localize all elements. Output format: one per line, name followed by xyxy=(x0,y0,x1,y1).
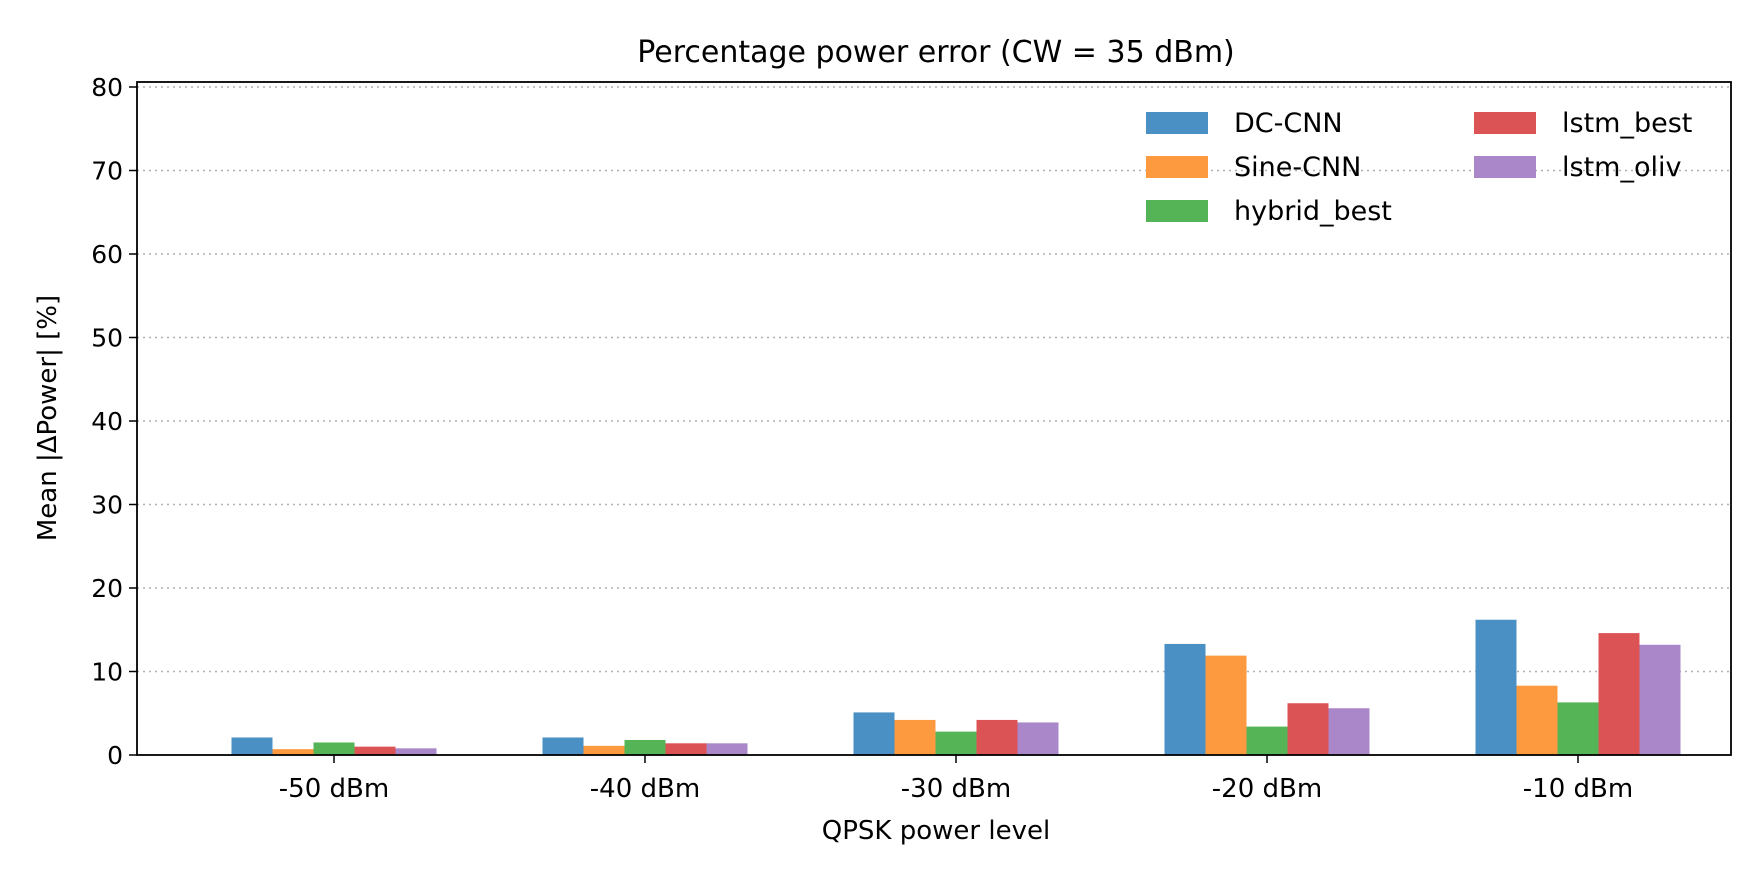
bar xyxy=(1598,633,1640,755)
bars xyxy=(231,619,1681,755)
bar xyxy=(665,743,707,755)
legend-swatch xyxy=(1146,200,1208,222)
legend-label: DC-CNN xyxy=(1234,108,1343,139)
y-axis: 0 10 20 30 40 50 60 70 80 xyxy=(91,73,137,770)
legend-label: hybrid_best xyxy=(1234,196,1392,227)
bar xyxy=(354,746,396,755)
y-tick-label: 30 xyxy=(91,491,123,520)
chart-title: Percentage power error (CW = 35 dBm) xyxy=(637,35,1235,70)
plot-frame xyxy=(136,81,1732,756)
bar xyxy=(583,745,625,755)
bar xyxy=(1639,644,1681,755)
bar xyxy=(1557,702,1599,755)
bar xyxy=(231,737,273,755)
bar xyxy=(935,731,977,755)
bar xyxy=(1164,643,1206,755)
legend-label: Sine-CNN xyxy=(1234,152,1361,183)
legend-swatch xyxy=(1146,156,1208,178)
legend-label: lstm_best xyxy=(1562,108,1692,139)
x-tick-label: -20 dBm xyxy=(1212,774,1322,804)
legend-label: lstm_oliv xyxy=(1562,152,1681,183)
bar xyxy=(395,748,437,755)
legend-swatch xyxy=(1474,112,1536,134)
legend: DC-CNN Sine-CNN hybrid_best lstm_best lstm_o… xyxy=(1146,108,1692,227)
x-tick-label: -10 dBm xyxy=(1523,774,1633,804)
bar xyxy=(853,712,895,755)
bar xyxy=(1246,726,1288,755)
bar xyxy=(1328,708,1370,755)
bar xyxy=(1017,722,1059,755)
x-axis: -50 dBm -40 dBm -30 dBm -20 dBm -10 dBm xyxy=(279,755,1633,804)
x-axis-label: QPSK power level xyxy=(822,816,1050,846)
bar xyxy=(1205,655,1247,755)
y-tick-label: 40 xyxy=(91,407,123,436)
bar xyxy=(894,719,936,755)
y-tick-label: 50 xyxy=(91,324,123,353)
y-tick-label: 60 xyxy=(91,240,123,269)
x-tick-label: -30 dBm xyxy=(901,774,1011,804)
bar xyxy=(272,749,314,755)
y-tick-label: 10 xyxy=(91,658,123,687)
y-tick-label: 70 xyxy=(91,157,123,186)
legend-swatch xyxy=(1474,156,1536,178)
bar xyxy=(706,743,748,755)
bar xyxy=(1475,619,1517,755)
bar xyxy=(976,719,1018,755)
y-tick-label: 80 xyxy=(91,73,123,102)
bar xyxy=(542,737,584,755)
bar xyxy=(1287,703,1329,755)
y-axis-label: Mean |ΔPower| [%] xyxy=(33,295,63,541)
x-tick-label: -50 dBm xyxy=(279,774,389,804)
bar xyxy=(313,742,355,755)
bar xyxy=(624,739,666,755)
bar xyxy=(1516,685,1558,755)
y-tick-label: 20 xyxy=(91,574,123,603)
x-tick-label: -40 dBm xyxy=(590,774,700,804)
y-tick-label: 0 xyxy=(107,741,123,770)
legend-swatch xyxy=(1146,112,1208,134)
grid-lines xyxy=(137,86,1731,673)
